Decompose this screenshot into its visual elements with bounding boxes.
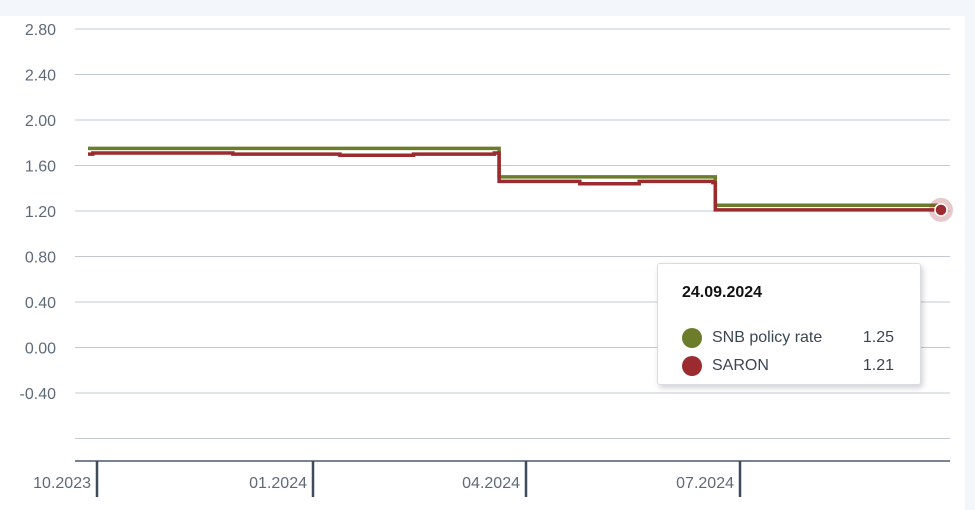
x-tick-label: 07.2024: [676, 475, 734, 492]
snb-legend-dot: [682, 328, 702, 348]
x-tick-label: 01.2024: [249, 475, 307, 492]
tooltip-series-name: SNB policy rate: [712, 329, 823, 346]
snb-policy-rate-line[interactable]: [88, 146, 941, 208]
y-axis: 2.80 2.40 2.00 1.60 1.20 0.80 0.40 0.00 -0.40: [20, 22, 57, 403]
y-tick-label: 2.80: [25, 22, 56, 39]
tooltip-row-saron: SARON 1.21: [682, 352, 920, 380]
y-tick-label: -0.40: [20, 386, 57, 403]
top-band: [0, 0, 975, 16]
y-tick-label: 1.20: [25, 204, 56, 221]
tooltip-date: 24.09.2024: [682, 284, 763, 301]
hover-markers: [929, 197, 953, 222]
saron-line[interactable]: [88, 151, 941, 212]
x-tick-label: 04.2024: [462, 475, 520, 492]
saron-hover-point[interactable]: [934, 203, 948, 217]
series-lines: [88, 146, 941, 212]
tooltip-series-value: 1.21: [862, 357, 894, 374]
y-tick-label: 2.00: [25, 113, 56, 130]
y-tick-label: 1.60: [25, 159, 56, 176]
y-tick-label: 2.40: [25, 68, 56, 85]
y-tick-label: 0.40: [25, 295, 56, 312]
tooltip-row-snb: SNB policy rate 1.25: [682, 324, 920, 352]
x-tick-label: 10.2023: [33, 475, 91, 492]
right-band: [965, 0, 975, 510]
tooltip: 24.09.2024 SNB policy rate 1.25 SARON 1.…: [657, 263, 921, 385]
tooltip-series-value: 1.25: [862, 329, 894, 346]
y-tick-label: 0.80: [25, 250, 56, 267]
y-tick-label: 0.00: [25, 341, 56, 358]
x-axis: 10.2023 01.2024 04.2024 07.2024: [33, 460, 950, 497]
tooltip-series-name: SARON: [712, 357, 769, 374]
saron-legend-dot: [682, 356, 702, 376]
